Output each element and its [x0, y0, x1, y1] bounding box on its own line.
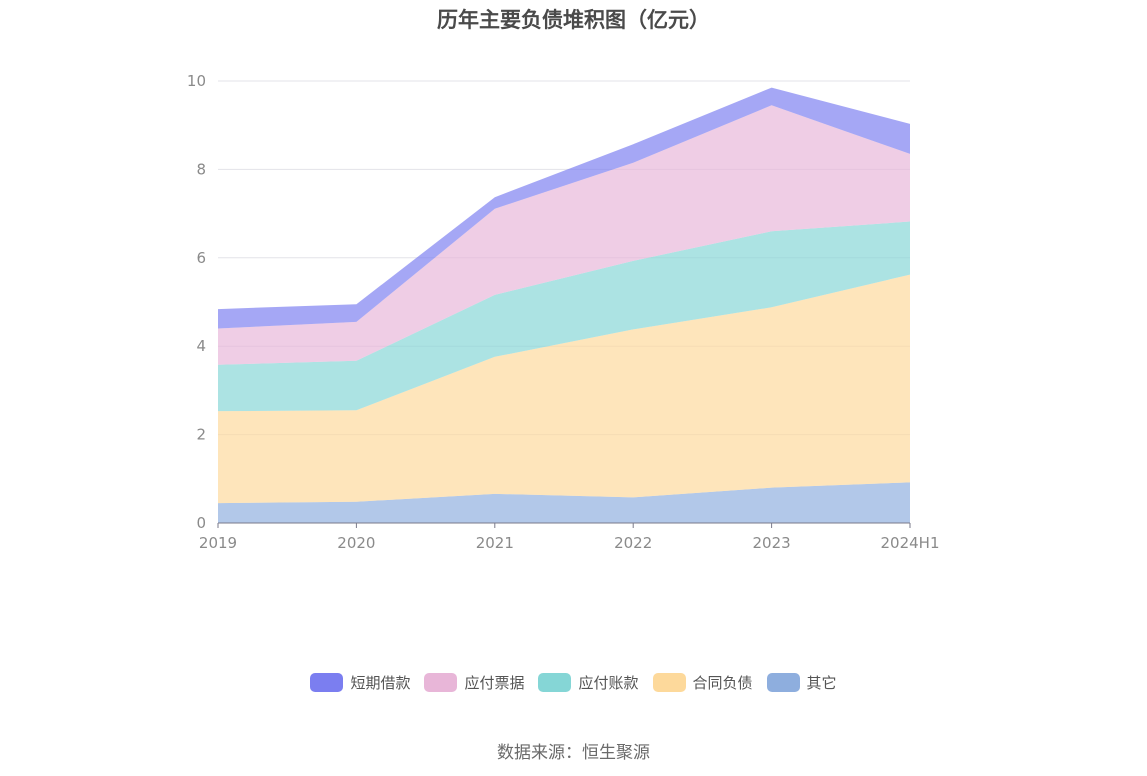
y-tick-label: 0 — [196, 514, 206, 532]
data-source: 数据来源：恒生聚源 — [497, 743, 650, 763]
y-tick-label: 6 — [196, 249, 206, 267]
x-tick-label: 2019 — [199, 534, 237, 552]
x-tick-label: 2020 — [337, 534, 375, 552]
y-tick-label: 8 — [196, 160, 206, 178]
legend-item[interactable]: 合同负债 — [652, 672, 753, 693]
area-series-3 — [218, 105, 910, 365]
x-tick-label: 2024H1 — [881, 534, 940, 552]
y-tick-label: 2 — [196, 426, 206, 444]
legend-swatch — [652, 673, 686, 692]
legend-item[interactable]: 其它 — [766, 672, 837, 693]
area-series-1 — [218, 274, 910, 504]
legend-label: 短期借款 — [350, 674, 411, 692]
legend-label: 合同负债 — [692, 674, 753, 692]
chart-title: 历年主要负债堆积图（亿元） — [437, 8, 710, 32]
area-series-4 — [218, 87, 910, 329]
y-tick-label: 10 — [187, 72, 206, 90]
x-tick-label: 2022 — [614, 534, 652, 552]
legend-label: 应付账款 — [578, 674, 639, 692]
axes: 0 2 4 6 8 10 2019 2020 2021 2022 2023 2024H1 — [187, 72, 940, 552]
legend-swatch — [538, 673, 572, 692]
x-tick-label: 2023 — [753, 534, 791, 552]
legend: 短期借款 应付票据 应付账款 合同负债 其它 — [0, 672, 1147, 693]
legend-label: 应付票据 — [464, 674, 525, 692]
legend-item[interactable]: 应付票据 — [424, 672, 524, 693]
area-series-0 — [218, 482, 910, 523]
y-tick-label: 4 — [196, 337, 206, 355]
area-series-group — [218, 87, 910, 523]
area-series-2 — [218, 221, 910, 412]
legend-swatch — [424, 673, 458, 692]
x-tick-label: 2021 — [476, 534, 514, 552]
legend-swatch — [766, 673, 800, 692]
legend-item[interactable]: 应付账款 — [538, 672, 639, 693]
legend-swatch — [310, 673, 344, 692]
legend-label: 其它 — [806, 674, 837, 692]
legend-item[interactable]: 短期借款 — [310, 672, 410, 693]
